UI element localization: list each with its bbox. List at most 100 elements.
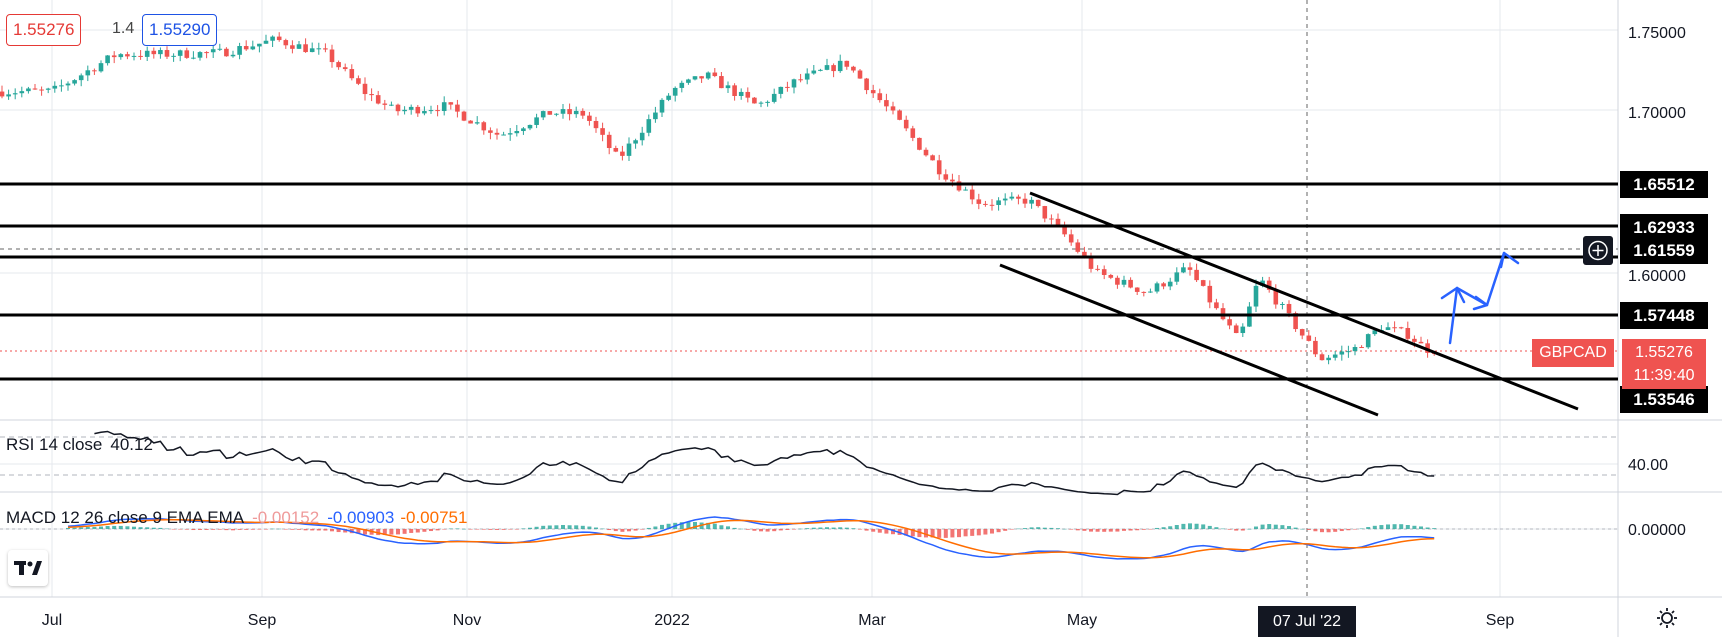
macd-histogram-bar: [1036, 527, 1041, 529]
macd-histogram-bar: [1320, 529, 1324, 533]
candle-body: [527, 124, 533, 129]
macd-histogram-bar: [501, 529, 506, 530]
candle-body: [39, 89, 44, 91]
ask-price-badge[interactable]: 1.55290: [142, 14, 218, 46]
time-tick-nov: Nov: [453, 612, 481, 629]
candle-body: [151, 50, 157, 55]
candle-body: [1049, 218, 1054, 220]
macd-histogram-bar: [666, 523, 671, 529]
candle-body: [884, 100, 889, 107]
candle-body: [59, 85, 64, 87]
candle-body: [65, 83, 71, 86]
candle-body: [369, 94, 374, 96]
candle-body: [1167, 281, 1173, 287]
candle-body: [798, 79, 803, 81]
candle-body: [455, 104, 460, 112]
macd-histogram-bar: [851, 528, 856, 529]
macd-histogram-bar: [1207, 525, 1212, 529]
candle-body: [507, 133, 513, 135]
candle-body: [12, 93, 18, 95]
macd-signal-value: -0.00751: [400, 508, 467, 527]
candle-body: [969, 189, 975, 200]
time-tick-jul: Jul: [42, 612, 62, 629]
macd-histogram-bar: [244, 529, 249, 530]
bid-price-badge[interactable]: 1.55276: [6, 14, 82, 46]
candle-body: [78, 75, 84, 81]
add-alert-button[interactable]: [1583, 236, 1613, 265]
macd-histogram-bar: [587, 526, 592, 529]
tradingview-logo[interactable]: [8, 550, 48, 586]
candle-body: [593, 120, 599, 129]
candle-body: [943, 174, 949, 180]
macd-histogram-bar: [72, 527, 77, 529]
candle-body: [936, 160, 942, 175]
candle-body: [606, 134, 612, 149]
candle-body: [270, 36, 275, 41]
macd-histogram-bar: [382, 529, 387, 536]
plus-circle-icon: [1588, 240, 1608, 261]
candle-body: [389, 104, 394, 106]
candle-body: [494, 132, 500, 135]
macd-histogram-bar: [653, 526, 658, 529]
candle-body: [184, 50, 190, 58]
rsi-legend[interactable]: RSI 14 close 40.12: [6, 435, 153, 454]
candle-body: [290, 45, 295, 49]
candle-body: [1161, 283, 1166, 287]
macd-histogram-bar: [679, 522, 684, 529]
candle-body: [441, 102, 447, 112]
candle-body: [890, 106, 896, 111]
macd-histogram-bar: [1049, 527, 1054, 529]
candle-body: [514, 131, 520, 134]
macd-histogram-bar: [1254, 526, 1258, 529]
candle-body: [930, 155, 935, 161]
candle-body: [1240, 326, 1246, 334]
macd-histogram-bar: [264, 529, 268, 530]
macd-histogram-bar: [1372, 525, 1377, 529]
macd-histogram-bar: [877, 529, 882, 533]
macd-histogram-bar: [1003, 529, 1008, 531]
candle-body: [1068, 234, 1074, 243]
macd-histogram-bar: [105, 525, 110, 529]
macd-histogram-bar: [871, 529, 876, 532]
macd-histogram-bar: [600, 528, 605, 530]
candle-body: [540, 111, 546, 118]
candle-body: [342, 67, 348, 70]
candle-body: [600, 128, 605, 135]
candle-body: [1095, 268, 1100, 270]
macd-histogram-bar: [330, 529, 334, 532]
price-tick-3: 1.60000: [1628, 268, 1686, 285]
macd-histogram-bar: [132, 526, 136, 529]
macd-histogram-bar: [138, 527, 143, 529]
macd-histogram-bar: [495, 529, 499, 530]
macd-histogram-bar: [455, 528, 460, 529]
macd-histogram-bar: [1366, 527, 1371, 529]
candle-body: [791, 79, 797, 88]
candle-body: [844, 60, 850, 67]
macd-signal-line: [67, 519, 1435, 559]
macd-histogram-bar: [191, 529, 196, 531]
candle-body: [837, 60, 843, 72]
gear-icon[interactable]: [1657, 608, 1677, 628]
candle-body: [831, 65, 836, 72]
candle-body: [0, 91, 5, 97]
macd-histogram-bar: [270, 528, 275, 530]
candle-body: [1082, 251, 1087, 257]
candle-body: [45, 88, 51, 90]
macd-legend[interactable]: MACD 12 26 close 9 EMA EMA -0.00152 -0.009…: [6, 508, 467, 527]
macd-histogram-bar: [1293, 527, 1298, 529]
candles: [0, 32, 1437, 365]
candle-body: [138, 55, 143, 57]
candle-body: [567, 109, 572, 115]
macd-histogram-bar: [66, 527, 70, 529]
candle-body: [1141, 291, 1147, 293]
candle-body: [98, 63, 104, 72]
macd-histogram-bar: [448, 528, 453, 530]
macd-histogram-bar: [250, 529, 255, 530]
macd-histogram-bar: [1135, 529, 1140, 531]
candle-body: [158, 50, 163, 55]
rsi-line: [94, 430, 1435, 496]
candle-body: [1352, 347, 1358, 352]
candle-body: [818, 69, 823, 71]
